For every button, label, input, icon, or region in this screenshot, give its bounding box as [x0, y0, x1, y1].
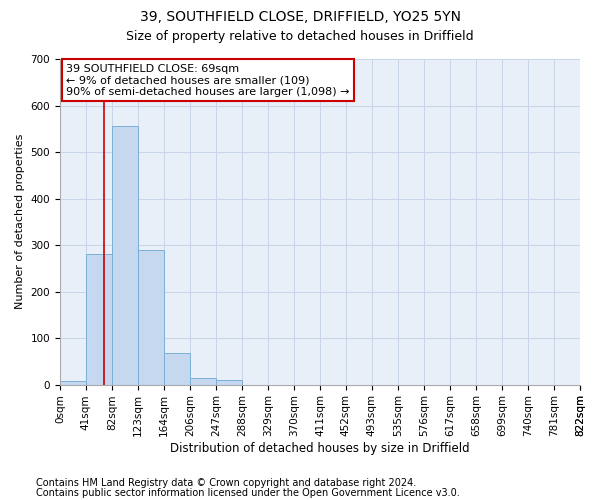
- Bar: [138, 250, 164, 384]
- Text: 39 SOUTHFIELD CLOSE: 69sqm
← 9% of detached houses are smaller (109)
90% of semi: 39 SOUTHFIELD CLOSE: 69sqm ← 9% of detac…: [66, 64, 350, 97]
- Bar: [86, 254, 112, 384]
- Text: Contains public sector information licensed under the Open Government Licence v3: Contains public sector information licen…: [36, 488, 460, 498]
- X-axis label: Distribution of detached houses by size in Driffield: Distribution of detached houses by size …: [170, 442, 470, 455]
- Bar: [60, 381, 86, 384]
- Bar: [112, 126, 138, 384]
- Y-axis label: Number of detached properties: Number of detached properties: [15, 134, 25, 310]
- Text: 39, SOUTHFIELD CLOSE, DRIFFIELD, YO25 5YN: 39, SOUTHFIELD CLOSE, DRIFFIELD, YO25 5Y…: [139, 10, 461, 24]
- Bar: [216, 380, 242, 384]
- Text: Size of property relative to detached houses in Driffield: Size of property relative to detached ho…: [126, 30, 474, 43]
- Bar: [164, 353, 190, 384]
- Text: Contains HM Land Registry data © Crown copyright and database right 2024.: Contains HM Land Registry data © Crown c…: [36, 478, 416, 488]
- Bar: [190, 378, 216, 384]
